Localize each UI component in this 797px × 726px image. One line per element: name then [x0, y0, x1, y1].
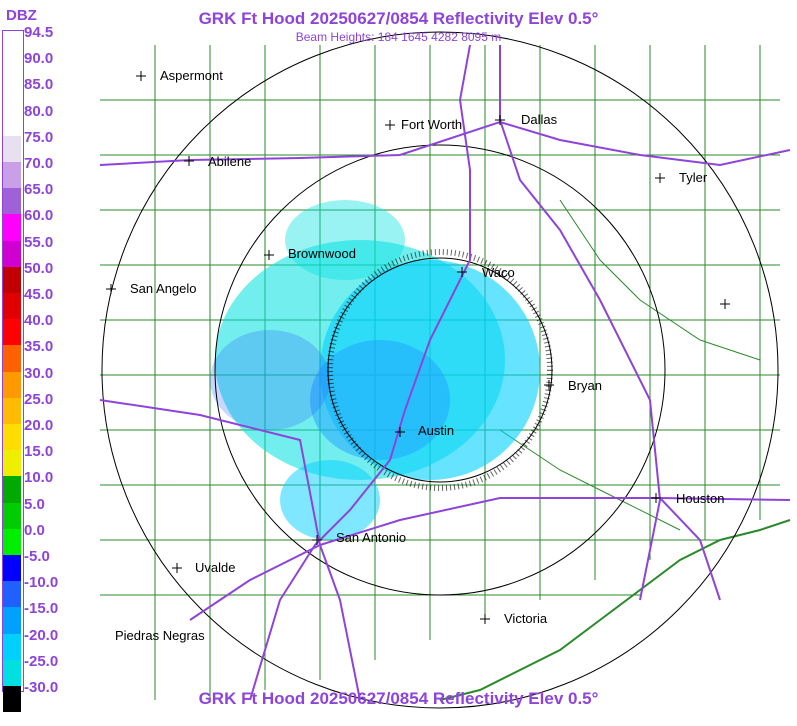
legend-swatch: [3, 31, 21, 58]
legend-label: 60.0: [24, 207, 54, 225]
city-label-brownwood: Brownwood: [288, 246, 356, 261]
legend-swatch: [3, 581, 21, 608]
legend-swatch: [3, 555, 21, 582]
city-label-austin: Austin: [418, 423, 455, 438]
legend-label: 40.0: [24, 312, 54, 330]
city-label-houston: Houston: [676, 491, 725, 506]
legend-swatch: [3, 293, 21, 320]
legend-label: 15.0: [24, 443, 54, 461]
city-label-bryan: Bryan: [568, 378, 602, 393]
reflectivity-echoes: [210, 200, 553, 540]
city-label-piedras-negras: Piedras Negras: [115, 628, 205, 643]
legend-label: 45.0: [24, 286, 54, 303]
legend-swatch: [3, 659, 21, 686]
legend-label: -10.0: [24, 574, 59, 592]
legend-swatch: [3, 371, 21, 398]
legend-swatch: [3, 528, 21, 555]
legend-swatch: [3, 109, 21, 136]
legend-label: -25.0: [24, 652, 59, 670]
legend-swatch: [3, 188, 21, 215]
legend-label: 5.0: [24, 495, 45, 513]
coastline: [439, 519, 791, 701]
legend-label: 50.0: [24, 259, 54, 277]
legend-label: 85.0: [24, 76, 54, 94]
city-label-waco: Waco: [482, 265, 515, 280]
legend-label: 65.0: [24, 181, 54, 199]
city-label-victoria: Victoria: [504, 611, 548, 626]
legend-label: 30.0: [24, 364, 54, 382]
legend-swatch: [3, 214, 21, 241]
legend-label: -15.0: [24, 600, 59, 618]
legend-label: 20.0: [24, 417, 54, 434]
beam-heights-subtitle: Beam Heights: 184 1645 4282 8095 m: [295, 30, 502, 44]
legend-swatch: [3, 633, 21, 660]
highways: [99, 44, 791, 701]
legend-swatch: [3, 397, 21, 424]
city-label-san-antonio: San Antonio: [336, 530, 407, 545]
city-label-aspermont: Aspermont: [160, 68, 223, 83]
legend-label: -5.0: [24, 548, 50, 565]
legend-label: 80.0: [24, 102, 54, 120]
legend-swatch: [3, 240, 21, 267]
legend-swatch: [3, 345, 21, 372]
legend-label: 55.0: [24, 233, 54, 251]
city-markers: [106, 71, 730, 624]
legend-swatch: [3, 450, 21, 477]
legend-swatch: [3, 502, 21, 529]
legend-label: -20.0: [24, 626, 59, 644]
city-label-tyler: Tyler: [679, 170, 708, 185]
legend-swatch: [3, 162, 21, 189]
radar-title: GRK Ft Hood 20250627/0854 Reflectivity E…: [198, 9, 599, 28]
legend-label: 75.0: [24, 128, 54, 146]
legend-swatch: [3, 319, 21, 346]
legend-label: 90.0: [24, 50, 54, 68]
legend-label: 35.0: [24, 338, 54, 356]
legend-title: DBZ: [6, 7, 37, 24]
city-label-fort-worth: Fort Worth: [401, 117, 463, 132]
range-rings: [101, 31, 779, 709]
legend-swatch: [3, 135, 21, 162]
legend-swatch: [3, 476, 21, 503]
radar-footer-title: GRK Ft Hood 20250627/0854 Reflectivity E…: [198, 689, 599, 708]
city-label-uvalde: Uvalde: [195, 560, 236, 575]
legend-label: 10.0: [24, 469, 54, 487]
legend-label: 70.0: [24, 155, 54, 172]
legend-label: -30.0: [24, 679, 59, 696]
legend-swatch: [3, 424, 21, 451]
legend-label: 0.0: [24, 521, 45, 539]
legend-swatch: [3, 686, 21, 713]
legend-label: 25.0: [24, 390, 54, 408]
legend-swatch: [3, 266, 21, 293]
legend-label: 94.5: [24, 24, 54, 41]
legend-swatch: [3, 607, 21, 634]
legend-swatch: [3, 83, 21, 110]
legend-swatch: [3, 57, 21, 84]
city-label-dallas: Dallas: [521, 112, 558, 127]
city-label-san-angelo: San Angelo: [130, 281, 197, 296]
city-label-abilene: Abilene: [208, 154, 252, 169]
